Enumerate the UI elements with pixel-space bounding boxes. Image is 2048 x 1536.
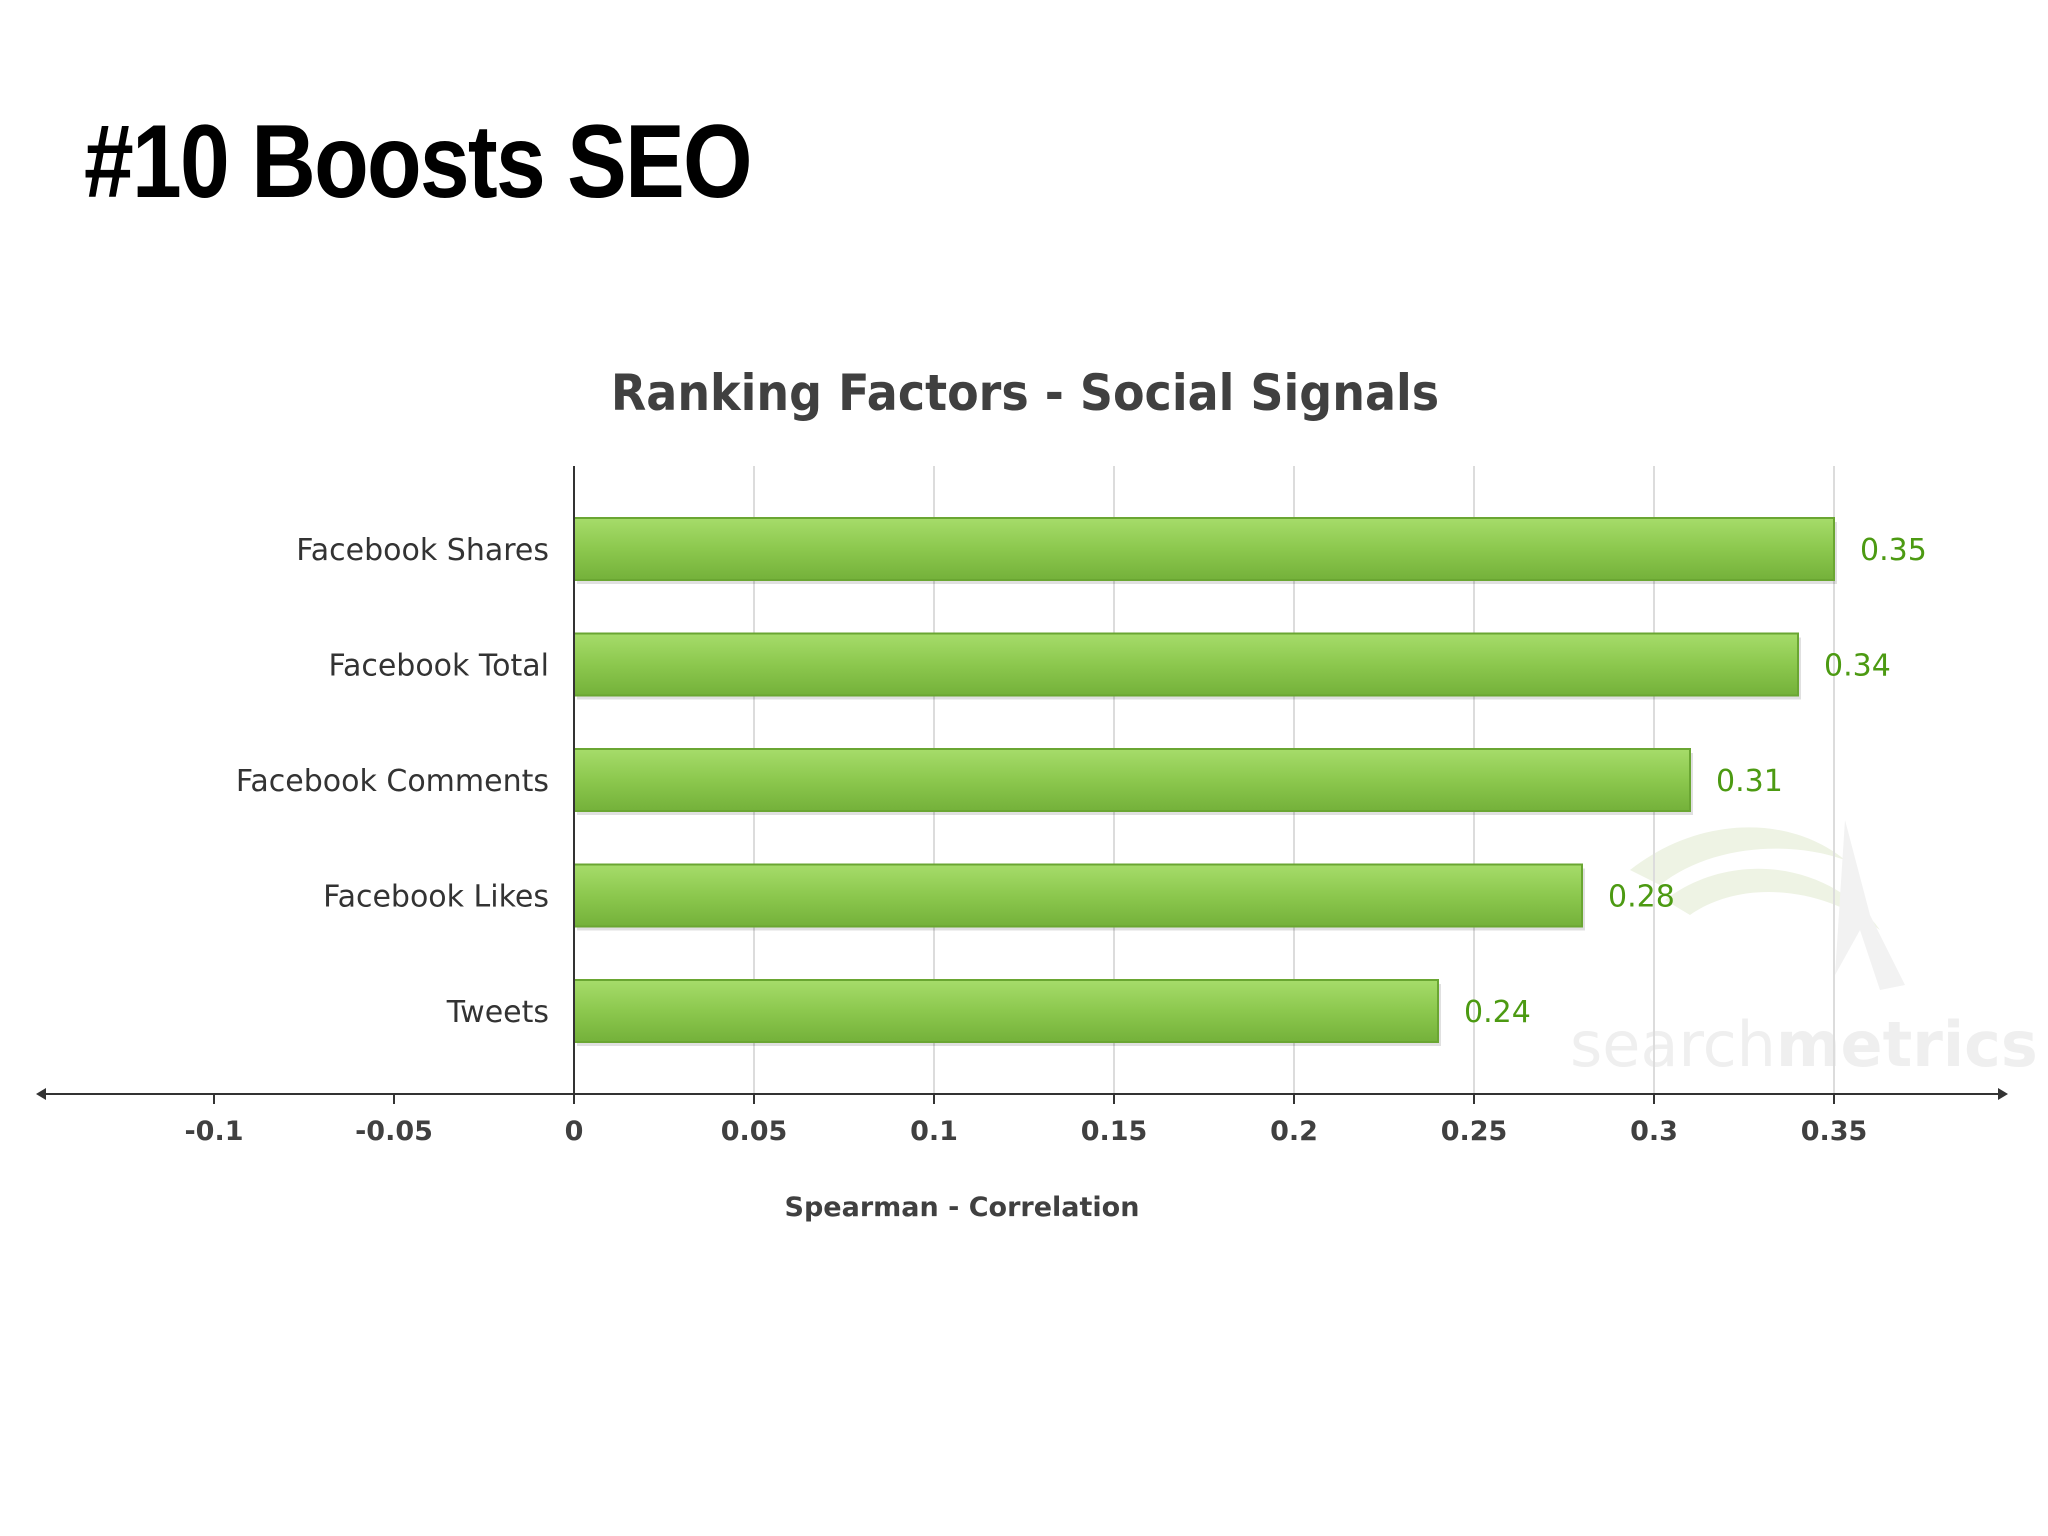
slide-title: #10 Boosts SEO: [84, 104, 753, 220]
x-tick-label: 0.35: [1801, 1116, 1868, 1147]
value-label: 0.35: [1860, 533, 1927, 568]
bar: [573, 632, 1799, 697]
x-axis-label: Spearman - Correlation: [785, 1192, 1140, 1223]
x-tick-label: -0.1: [184, 1116, 243, 1147]
x-tick-label: 0: [565, 1116, 584, 1147]
searchmetrics-watermark: searchmetrics: [1570, 820, 2038, 1081]
watermark-swoosh-icon: [1630, 827, 1880, 930]
x-tick-label: 0.3: [1630, 1116, 1678, 1147]
value-label: 0.31: [1716, 764, 1783, 799]
bar: [573, 979, 1439, 1043]
x-axis-left-arrow-icon: [36, 1088, 46, 1100]
x-tick-label: 0.1: [910, 1116, 958, 1147]
x-axis-right-arrow-icon: [1998, 1088, 2008, 1100]
category-label: Facebook Likes: [323, 880, 549, 915]
x-tick-label: 0.2: [1270, 1116, 1318, 1147]
category-label: Facebook Total: [328, 649, 549, 684]
x-tick-label: 0.15: [1081, 1116, 1148, 1147]
x-tick-label: 0.25: [1441, 1116, 1508, 1147]
value-label: 0.24: [1464, 995, 1531, 1030]
watermark-logo: searchmetrics: [1570, 1008, 2038, 1081]
bars: [573, 517, 1837, 1046]
category-label: Facebook Shares: [296, 533, 549, 568]
x-ticks: -0.1 -0.05 0 0.05 0.1 0.15 0.2 0.25 0.3 0.35: [184, 1094, 1867, 1147]
value-label: 0.28: [1608, 880, 1675, 915]
category-label: Tweets: [446, 995, 549, 1030]
bar: [573, 863, 1583, 928]
value-label: 0.34: [1824, 649, 1891, 684]
category-label: Facebook Comments: [236, 764, 549, 799]
x-tick-label: -0.05: [355, 1116, 433, 1147]
value-labels: 0.35 0.34 0.31 0.28 0.24: [1464, 533, 1927, 1030]
chart-title: Ranking Factors - Social Signals: [611, 364, 1439, 422]
bar: [573, 748, 1691, 812]
watermark-arrow-icon: [1835, 820, 1905, 990]
category-labels: Facebook Shares Facebook Total Facebook Co…: [236, 533, 549, 1030]
bar: [573, 517, 1835, 581]
x-tick-label: 0.05: [721, 1116, 788, 1147]
